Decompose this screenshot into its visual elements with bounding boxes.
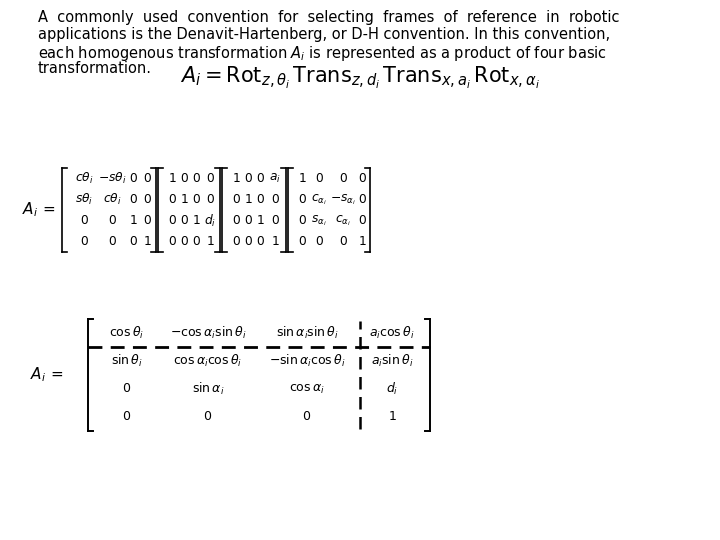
- Text: $0$: $0$: [143, 193, 151, 206]
- Text: $d_i$: $d_i$: [386, 381, 398, 397]
- Text: $0$: $0$: [205, 193, 215, 206]
- Text: $\cos\alpha_i\cos\theta_i$: $\cos\alpha_i\cos\theta_i$: [174, 353, 243, 369]
- Text: transformation.: transformation.: [38, 61, 152, 76]
- Text: $0$: $0$: [129, 193, 138, 206]
- Text: $0$: $0$: [338, 172, 348, 185]
- Text: $1$: $1$: [206, 235, 215, 248]
- Text: $0$: $0$: [179, 214, 189, 227]
- Text: $-\cos\alpha_i\sin\theta_i$: $-\cos\alpha_i\sin\theta_i$: [170, 325, 246, 341]
- Text: $0$: $0$: [168, 235, 176, 248]
- Text: $0$: $0$: [297, 235, 307, 248]
- Text: $A_i\,=$: $A_i\,=$: [30, 366, 63, 384]
- Text: $0$: $0$: [232, 235, 240, 248]
- Text: $0$: $0$: [302, 410, 312, 423]
- Text: $a_i$: $a_i$: [269, 172, 281, 185]
- Text: $0$: $0$: [232, 193, 240, 206]
- Text: $\cos\theta_i$: $\cos\theta_i$: [109, 325, 145, 341]
- Text: $\sin\alpha_i\sin\theta_i$: $\sin\alpha_i\sin\theta_i$: [276, 325, 338, 341]
- Text: $1$: $1$: [358, 235, 366, 248]
- Text: $0$: $0$: [204, 410, 212, 423]
- Text: $1$: $1$: [143, 235, 151, 248]
- Text: $0$: $0$: [256, 172, 264, 185]
- Text: $\sin\alpha_i$: $\sin\alpha_i$: [192, 381, 225, 397]
- Text: $c\theta_i$: $c\theta_i$: [75, 171, 94, 186]
- Text: $s_{\alpha_i}$: $s_{\alpha_i}$: [311, 213, 327, 228]
- Text: $0$: $0$: [205, 172, 215, 185]
- Text: $d_i$: $d_i$: [204, 212, 216, 228]
- Text: $0$: $0$: [179, 235, 189, 248]
- Text: $0$: $0$: [297, 214, 307, 227]
- Text: A  commonly  used  convention  for  selecting  frames  of  reference  in  roboti: A commonly used convention for selecting…: [38, 10, 619, 25]
- Text: $0$: $0$: [122, 382, 132, 395]
- Text: $0$: $0$: [338, 235, 348, 248]
- Text: $0$: $0$: [297, 193, 307, 206]
- Text: $0$: $0$: [271, 193, 279, 206]
- Text: $1$: $1$: [232, 172, 240, 185]
- Text: $0$: $0$: [129, 235, 138, 248]
- Text: $0$: $0$: [107, 214, 117, 227]
- Text: $0$: $0$: [192, 172, 200, 185]
- Text: $c\theta_i$: $c\theta_i$: [103, 192, 121, 207]
- Text: $0$: $0$: [143, 172, 151, 185]
- Text: $\cos\alpha_i$: $\cos\alpha_i$: [289, 382, 325, 395]
- Text: $c_{\alpha_i}$: $c_{\alpha_i}$: [311, 192, 327, 207]
- Text: $A_i\,=$: $A_i\,=$: [22, 201, 55, 219]
- Text: $0$: $0$: [192, 235, 200, 248]
- Text: $A_i = \mathrm{Rot}_{z,\theta_i}\,\mathrm{Trans}_{z,d_i}\,\mathrm{Trans}_{x,a_i}: $A_i = \mathrm{Rot}_{z,\theta_i}\,\mathr…: [180, 65, 540, 91]
- Text: $0$: $0$: [179, 172, 189, 185]
- Text: each homogenous transformation $A_i$ is represented as a product of four basic: each homogenous transformation $A_i$ is …: [38, 44, 607, 63]
- Text: $a_i\sin\theta_i$: $a_i\sin\theta_i$: [371, 353, 413, 369]
- Text: $-s_{\alpha_i}$: $-s_{\alpha_i}$: [330, 192, 356, 207]
- Text: $1$: $1$: [256, 214, 264, 227]
- Text: $0$: $0$: [243, 235, 253, 248]
- Text: $0$: $0$: [243, 214, 253, 227]
- Text: $0$: $0$: [107, 235, 117, 248]
- Text: $0$: $0$: [315, 235, 323, 248]
- Text: $0$: $0$: [358, 214, 366, 227]
- Text: $1$: $1$: [387, 410, 397, 423]
- Text: $-\sin\alpha_i\cos\theta_i$: $-\sin\alpha_i\cos\theta_i$: [269, 353, 346, 369]
- Text: $s\theta_i$: $s\theta_i$: [75, 192, 93, 207]
- Text: $0$: $0$: [168, 214, 176, 227]
- Text: $0$: $0$: [168, 193, 176, 206]
- Text: $0$: $0$: [129, 172, 138, 185]
- Text: $1$: $1$: [180, 193, 189, 206]
- Text: $0$: $0$: [232, 214, 240, 227]
- Text: $0$: $0$: [243, 172, 253, 185]
- Text: $0$: $0$: [256, 193, 264, 206]
- Text: $1$: $1$: [129, 214, 138, 227]
- Text: $0$: $0$: [358, 172, 366, 185]
- Text: $0$: $0$: [315, 172, 323, 185]
- Text: $a_i\cos\theta_i$: $a_i\cos\theta_i$: [369, 325, 415, 341]
- Text: $0$: $0$: [271, 214, 279, 227]
- Text: $0$: $0$: [256, 235, 264, 248]
- Text: $1$: $1$: [297, 172, 306, 185]
- Text: $1$: $1$: [243, 193, 252, 206]
- Text: $c_{\alpha_i}$: $c_{\alpha_i}$: [335, 213, 351, 228]
- Text: $1$: $1$: [168, 172, 176, 185]
- Text: $\sin\theta_i$: $\sin\theta_i$: [111, 353, 143, 369]
- Text: $0$: $0$: [79, 235, 89, 248]
- Text: $1$: $1$: [271, 235, 279, 248]
- Text: $1$: $1$: [192, 214, 200, 227]
- Text: $0$: $0$: [143, 214, 151, 227]
- Text: $0$: $0$: [192, 193, 200, 206]
- Text: applications is the Denavit-Hartenberg, or D-H convention. In this convention,: applications is the Denavit-Hartenberg, …: [38, 27, 610, 42]
- Text: $0$: $0$: [358, 193, 366, 206]
- Text: $-s\theta_i$: $-s\theta_i$: [98, 171, 126, 186]
- Text: $0$: $0$: [79, 214, 89, 227]
- Text: $0$: $0$: [122, 410, 132, 423]
